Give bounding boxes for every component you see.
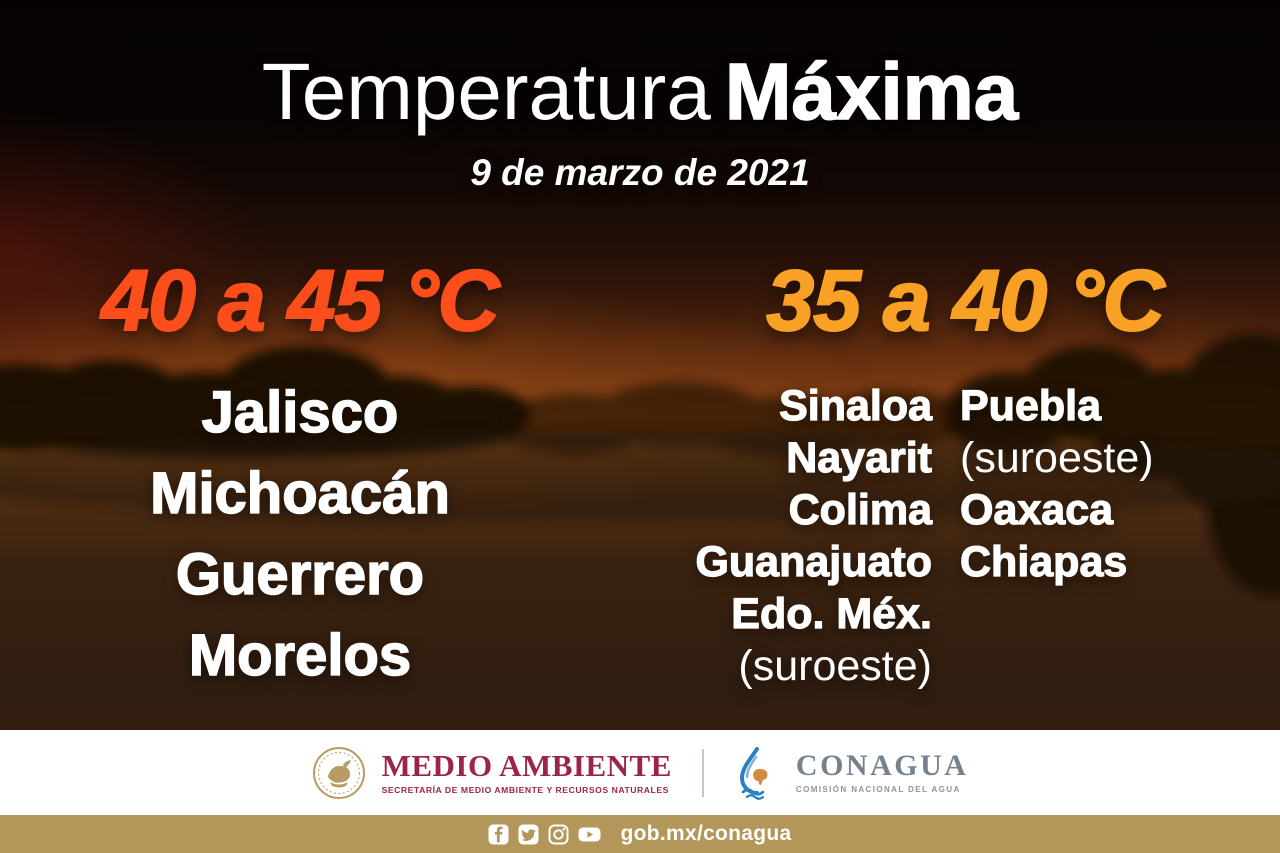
instagram-icon[interactable]: [548, 824, 569, 845]
state-item: Jalisco: [201, 379, 399, 446]
state-region-note: (suroeste): [738, 642, 932, 690]
state-item: Chiapas: [959, 537, 1128, 586]
twitter-icon[interactable]: [518, 824, 539, 845]
state-item: Puebla: [959, 381, 1101, 430]
state-item: Michoacán: [149, 460, 450, 527]
conagua-subtitle: COMISIÓN NACIONAL DEL AGUA: [795, 785, 961, 794]
hot-states-list: Jalisco Michoacán Guerrero Morelos: [0, 372, 600, 696]
logo-divider: [701, 748, 704, 797]
state-item: Sinaloa: [778, 381, 932, 430]
semarnat-title: MEDIO AMBIENTE: [381, 748, 672, 783]
title-word-bold: Máxima: [724, 47, 1019, 137]
youtube-icon[interactable]: [578, 824, 601, 845]
warm-states-column-left: Sinaloa Nayarit Colima Guanajuato Edo. M…: [627, 380, 933, 692]
page-title: Temperatura Máxima: [0, 47, 1280, 137]
state-item: Morelos: [188, 622, 412, 689]
conagua-title: CONAGUA: [795, 749, 969, 782]
facebook-icon[interactable]: [488, 824, 509, 845]
warm-states-list: Sinaloa Nayarit Colima Guanajuato Edo. M…: [627, 380, 1192, 692]
date-label: 9 de marzo de 2021: [470, 152, 810, 193]
semarnat-logo-text: MEDIO AMBIENTE SECRETARÍA DE MEDIO AMBIE…: [382, 750, 672, 795]
state-item: Nayarit: [786, 433, 933, 482]
mexico-eagle-seal-icon: [312, 746, 365, 799]
warm-states-column-right: Puebla (suroeste) Oaxaca Chiapas: [959, 380, 1192, 692]
state-item: Guanajuato: [695, 537, 933, 586]
state-region-note: (suroeste): [960, 434, 1154, 482]
title-word-regular: Temperatura: [261, 47, 711, 136]
footer-logo-bar: MEDIO AMBIENTE SECRETARÍA DE MEDIO AMBIE…: [0, 730, 1280, 815]
semarnat-subtitle: SECRETARÍA DE MEDIO AMBIENTE Y RECURSOS …: [381, 785, 669, 795]
state-item: Edo. Méx.: [731, 589, 933, 638]
warm-range-label: 35 a 40 °C: [765, 252, 1165, 350]
conagua-logo-text: CONAGUA COMISIÓN NACIONAL DEL AGUA: [795, 749, 969, 795]
state-item: Oaxaca: [959, 485, 1114, 534]
state-item: Guerrero: [175, 541, 425, 608]
footer-social-bar: gob.mx/conagua: [0, 815, 1280, 853]
hot-range-label: 40 a 45 °C: [100, 252, 500, 350]
state-item: Colima: [788, 485, 933, 534]
conagua-drop-icon: [739, 746, 768, 800]
gobmx-url[interactable]: gob.mx/conagua: [620, 822, 792, 845]
